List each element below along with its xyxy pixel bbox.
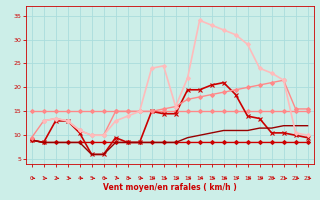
X-axis label: Vent moyen/en rafales ( km/h ): Vent moyen/en rafales ( km/h ): [103, 183, 236, 192]
